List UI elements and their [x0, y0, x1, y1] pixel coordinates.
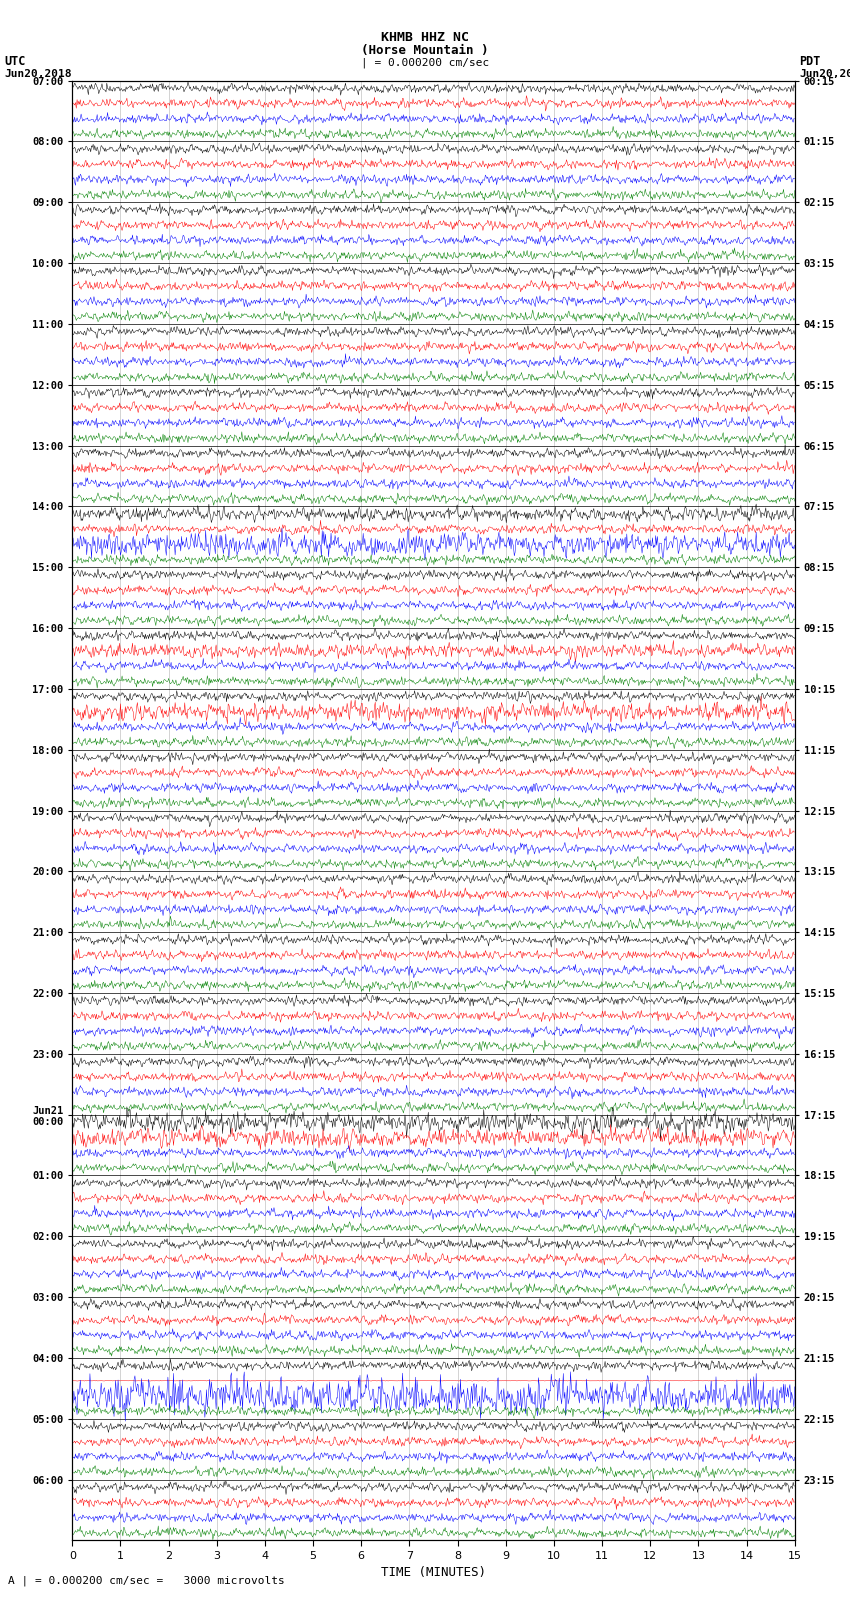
X-axis label: TIME (MINUTES): TIME (MINUTES): [381, 1566, 486, 1579]
Text: UTC: UTC: [4, 55, 26, 68]
Text: Jun20,2018: Jun20,2018: [799, 69, 850, 79]
Text: A | = 0.000200 cm/sec =   3000 microvolts: A | = 0.000200 cm/sec = 3000 microvolts: [8, 1576, 286, 1586]
Text: | = 0.000200 cm/sec: | = 0.000200 cm/sec: [361, 58, 489, 68]
Text: PDT: PDT: [799, 55, 820, 68]
Text: (Horse Mountain ): (Horse Mountain ): [361, 44, 489, 56]
Text: Jun20,2018: Jun20,2018: [4, 69, 71, 79]
Text: KHMB HHZ NC: KHMB HHZ NC: [381, 31, 469, 44]
